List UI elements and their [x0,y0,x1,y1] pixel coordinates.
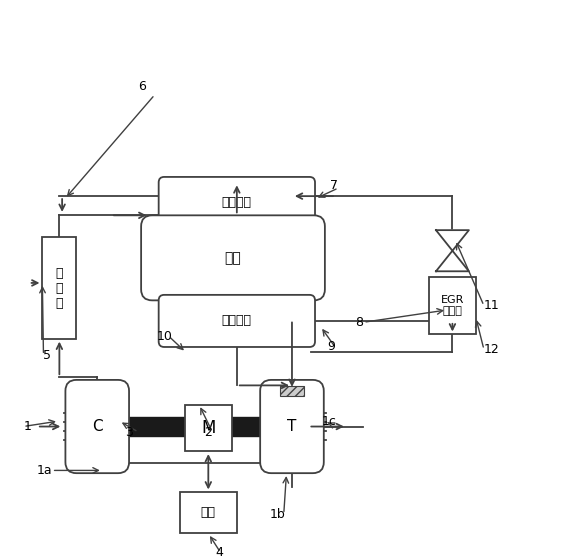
FancyBboxPatch shape [185,404,232,451]
Text: 排气歧管: 排气歧管 [222,314,252,328]
FancyBboxPatch shape [280,386,304,396]
Text: 3: 3 [125,426,133,438]
Text: 进气歧管: 进气歧管 [222,197,252,209]
Text: 11: 11 [484,300,500,312]
Text: 10: 10 [157,329,173,343]
Text: 中
冷
器: 中 冷 器 [56,267,63,310]
Text: T: T [287,419,297,434]
Text: 1: 1 [23,420,31,433]
Text: 1c: 1c [322,414,337,427]
Text: 7: 7 [330,179,338,192]
Text: 12: 12 [484,343,500,356]
FancyBboxPatch shape [158,295,315,347]
Text: 2: 2 [204,426,212,438]
Text: 6: 6 [138,80,146,93]
FancyBboxPatch shape [429,277,476,334]
FancyBboxPatch shape [260,380,324,473]
Text: C: C [92,419,102,434]
Polygon shape [436,251,469,271]
FancyBboxPatch shape [65,380,129,473]
FancyBboxPatch shape [158,177,315,229]
Text: EGR
中冷器: EGR 中冷器 [441,295,464,316]
Text: 1b: 1b [270,508,286,521]
Text: M: M [201,419,215,437]
Text: 5: 5 [43,349,52,362]
Text: 4: 4 [215,546,223,559]
Text: 1a: 1a [37,464,52,477]
Text: 电池: 电池 [201,506,216,520]
FancyBboxPatch shape [141,216,325,300]
Text: 8: 8 [355,316,363,329]
Text: 9: 9 [328,340,336,353]
Polygon shape [436,230,469,251]
FancyBboxPatch shape [42,237,76,339]
Text: 气缸: 气缸 [225,251,241,265]
FancyBboxPatch shape [179,492,237,534]
